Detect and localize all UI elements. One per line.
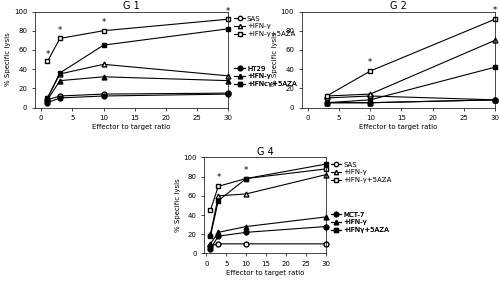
Legend: HT29, +IFN-γ, +IFNcγ+5AZA: HT29, +IFN-γ, +IFNcγ+5AZA	[234, 65, 298, 88]
Y-axis label: % Specific lysis: % Specific lysis	[174, 179, 180, 232]
Text: *: *	[102, 18, 105, 27]
Text: *: *	[493, 6, 497, 15]
X-axis label: Effector to target ratio: Effector to target ratio	[226, 270, 304, 276]
Text: *: *	[226, 7, 230, 16]
Text: *: *	[216, 173, 220, 182]
Y-axis label: % Specific lysis: % Specific lysis	[5, 33, 11, 86]
Title: G 2: G 2	[390, 1, 407, 11]
Text: *: *	[368, 58, 372, 67]
Text: *: *	[46, 50, 50, 58]
X-axis label: Effector to target ratio: Effector to target ratio	[359, 124, 438, 130]
X-axis label: Effector to target ratio: Effector to target ratio	[92, 124, 171, 130]
Text: *: *	[244, 166, 248, 175]
Title: G 1: G 1	[124, 1, 140, 11]
Y-axis label: % Specific lysis: % Specific lysis	[272, 33, 278, 86]
Legend: MCT-7, +IFN-γ, +IFNγ+5AZA: MCT-7, +IFN-γ, +IFNγ+5AZA	[330, 211, 390, 234]
Title: G 4: G 4	[256, 147, 274, 157]
Text: *: *	[58, 26, 62, 35]
